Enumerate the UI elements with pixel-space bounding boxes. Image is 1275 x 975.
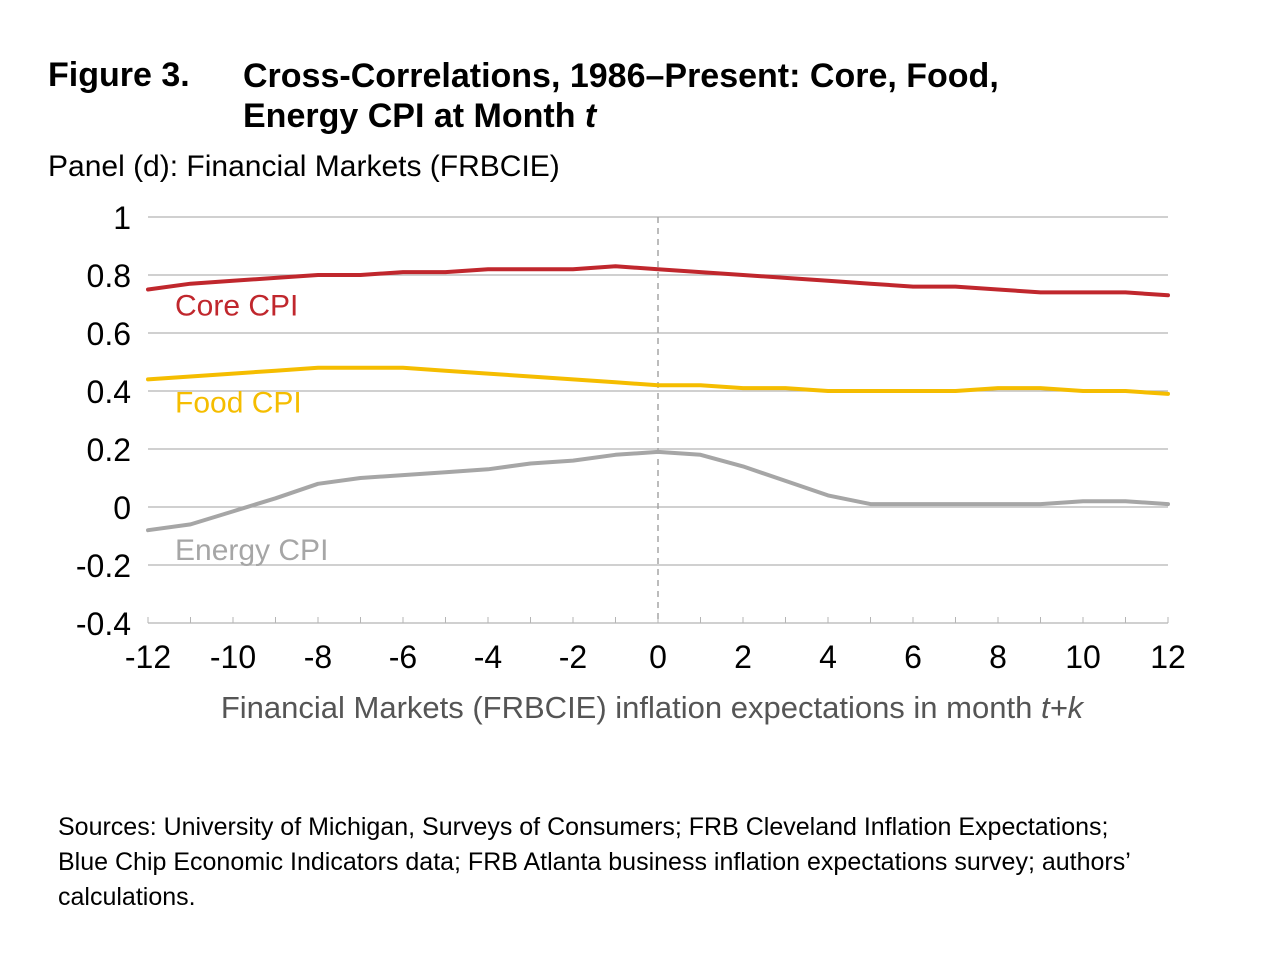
x-axis: -12 -10 -8 -6 -4 -2 0 2 4 6 8 10 12 — [125, 617, 1186, 675]
x-tick-label: 2 — [734, 639, 752, 675]
series-line-energy-cpi — [146, 449, 1170, 533]
x-axis-label: Financial Markets (FRBCIE) inflation exp… — [221, 690, 1085, 725]
x-axis-label-main: Financial Markets (FRBCIE) inflation exp… — [221, 690, 1041, 725]
x-tick-label: -6 — [389, 639, 417, 675]
series-line-core-cpi — [146, 264, 1170, 298]
y-tick-label: 0.4 — [87, 374, 131, 410]
figure-title: Cross-Correlations, 1986–Present: Core, … — [243, 56, 1143, 136]
x-tick-label: 0 — [649, 639, 667, 675]
x-axis-label-italic: t+k — [1041, 690, 1085, 725]
figure-title-line1: Cross-Correlations, 1986–Present: Core, … — [243, 57, 999, 95]
x-tick-label: -12 — [125, 639, 171, 675]
x-tick-label: 12 — [1150, 639, 1186, 675]
figure-title-line2: Energy CPI at Month t — [243, 96, 1143, 136]
x-tick-label: 6 — [904, 639, 922, 675]
series-label-food-cpi: Food CPI — [175, 386, 302, 419]
panel-title: Panel (d): Financial Markets (FRBCIE) — [48, 150, 560, 183]
series-line-food-cpi — [146, 365, 1170, 396]
figure-label: Figure 3. — [48, 56, 190, 94]
y-tick-label: -0.2 — [76, 548, 131, 584]
series-labels: Core CPI Food CPI Energy CPI — [175, 290, 328, 568]
x-tick-label: 10 — [1065, 639, 1101, 675]
series-lines — [146, 264, 1170, 533]
y-tick-label: 1 — [113, 200, 131, 236]
x-tick-label: -4 — [474, 639, 502, 675]
x-tick-label: 4 — [819, 639, 837, 675]
series-label-energy-cpi: Energy CPI — [175, 534, 328, 567]
sources-note: Sources: University of Michigan, Surveys… — [58, 813, 1130, 911]
y-tick-label: 0.6 — [87, 316, 131, 352]
y-axis-ticks: 1 0.8 0.6 0.4 0.2 0 -0.2 -0.4 — [76, 200, 131, 642]
line-chart: 1 0.8 0.6 0.4 0.2 0 -0.2 -0.4 -12 -10 -8 -6 -4 -2 0 2 4… — [76, 200, 1186, 725]
x-tick-label: -2 — [559, 639, 587, 675]
figure-title-line2-italic: t — [584, 97, 597, 135]
x-tick-label: 8 — [989, 639, 1007, 675]
y-tick-label: 0.2 — [87, 432, 131, 468]
y-tick-label: 0 — [113, 490, 131, 526]
y-tick-label: -0.4 — [76, 606, 131, 642]
figure-title-line2-main: Energy CPI at Month — [243, 97, 585, 135]
y-tick-label: 0.8 — [87, 258, 131, 294]
series-label-core-cpi: Core CPI — [175, 290, 298, 323]
x-tick-label: -10 — [210, 639, 256, 675]
x-tick-label: -8 — [304, 639, 332, 675]
